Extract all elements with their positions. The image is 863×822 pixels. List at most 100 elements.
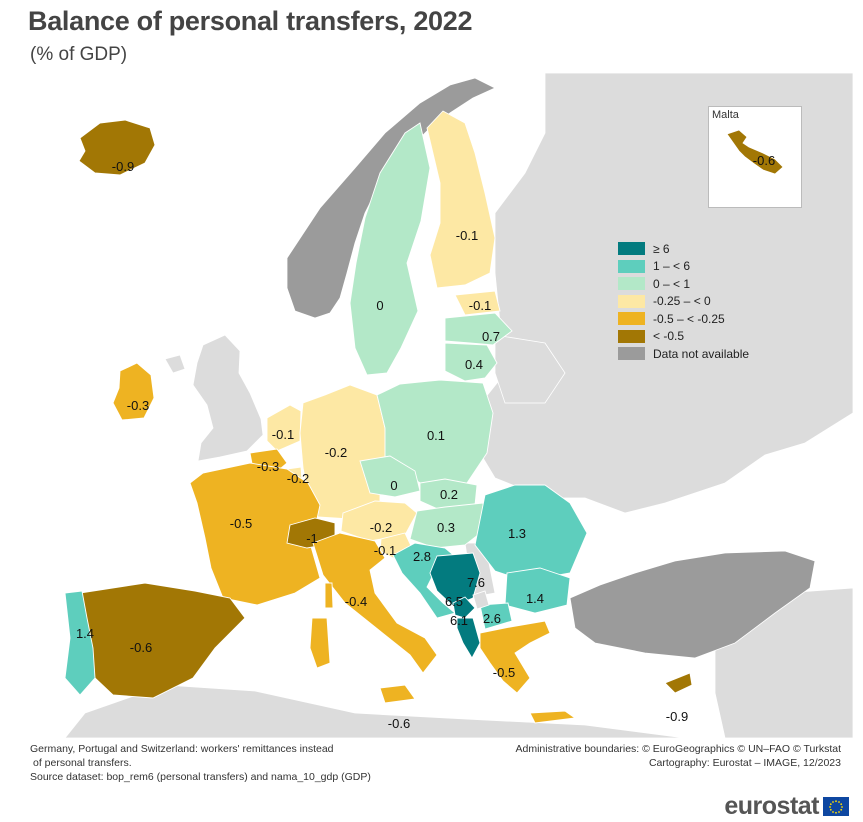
malta-inset-title: Malta: [712, 109, 739, 121]
value-label-ch: -1: [306, 531, 318, 546]
value-label-sk: 0.2: [440, 487, 458, 502]
value-label-is: -0.9: [112, 159, 134, 174]
footnote-line-2: of personal transfers.: [33, 757, 132, 769]
value-label-hr: 2.8: [413, 549, 431, 564]
value-label-me: 6.5: [445, 594, 463, 609]
footnote: Germany, Portugal and Switzerland: worke…: [30, 742, 371, 784]
source-note: Source dataset: bop_rem6 (personal trans…: [30, 771, 371, 783]
value-label-si: -0.1: [374, 543, 396, 558]
value-label-pl: 0.1: [427, 428, 445, 443]
value-label-cy: -0.9: [666, 709, 688, 724]
region-hungary: [409, 502, 488, 549]
eu-flag-icon: [823, 797, 849, 816]
legend-swatch: [618, 242, 645, 256]
region-north-macedonia: [479, 602, 513, 630]
value-label-ee: -0.1: [469, 298, 491, 313]
region-sweden: [349, 122, 431, 376]
credits: Administrative boundaries: © EuroGeograp…: [515, 742, 841, 770]
region-germany: [299, 384, 388, 520]
region-greece: [479, 620, 551, 694]
legend-swatch: [618, 294, 645, 308]
legend-item: 1 – < 6: [618, 258, 749, 276]
value-label-it-south: -0.6: [388, 716, 410, 731]
region-ireland: [112, 362, 155, 421]
value-label-lt: 0.4: [465, 357, 483, 372]
region-cyprus: [664, 672, 693, 694]
region-sardinia: [309, 617, 331, 669]
legend-item: < -0.5: [618, 328, 749, 346]
value-label-ba: 7.6: [467, 575, 485, 590]
value-label-fi: -0.1: [456, 228, 478, 243]
legend-item: ≥ 6: [618, 240, 749, 258]
legend-swatch: [618, 347, 645, 361]
value-label-bg: 1.4: [526, 591, 544, 606]
value-label-be: -0.3: [257, 459, 279, 474]
value-label-mt: -0.6: [753, 153, 775, 168]
region-spain: [79, 582, 246, 699]
region-austria: [340, 500, 418, 542]
region-italy: [312, 532, 438, 674]
legend-label: Data not available: [653, 346, 750, 361]
value-label-lv: 0.7: [482, 329, 500, 344]
value-label-at: -0.2: [370, 520, 392, 535]
value-label-cz: 0: [390, 478, 397, 493]
map-subtitle: (% of GDP): [30, 44, 128, 65]
value-label-nl: -0.1: [272, 427, 294, 442]
legend-item: -0.25 – < 0: [618, 293, 749, 311]
legend-label: < -0.5: [653, 329, 685, 344]
region-lithuania: [444, 342, 498, 382]
region-sicily: [379, 684, 416, 704]
legend-item: Data not available: [618, 345, 749, 363]
region-uk: [192, 334, 264, 462]
region-turkey: [569, 550, 816, 659]
region-iceland: [78, 119, 156, 176]
legend-label: 1 – < 6: [653, 259, 691, 274]
eurostat-logo: eurostat: [724, 792, 849, 821]
legend-label: 0 – < 1: [653, 276, 691, 291]
region-north-africa: [64, 684, 686, 738]
legend-label: -0.5 – < -0.25: [653, 311, 725, 326]
value-label-ro: 1.3: [508, 526, 526, 541]
value-label-hu: 0.3: [437, 520, 455, 535]
cartography-credit: Cartography: Eurostat – IMAGE, 12/2023: [648, 757, 841, 769]
admin-boundaries-credit: Administrative boundaries: © EuroGeograp…: [515, 743, 841, 755]
legend-item: 0 – < 1: [618, 275, 749, 293]
value-label-al: 6.1: [450, 613, 468, 628]
value-label-pt: 1.4: [76, 626, 94, 641]
value-label-mk: 2.6: [483, 611, 501, 626]
value-label-it: -0.4: [345, 594, 367, 609]
malta-inset-map: -0.6: [726, 129, 784, 175]
value-label-ie: -0.3: [127, 398, 149, 413]
region-finland: [426, 110, 496, 289]
region-france: [189, 462, 321, 606]
legend-swatch: [618, 312, 645, 326]
map-area: -0.9 0 -0.1 -0.1 0.7 0.4 -0.3 -0.1 -0.3 …: [25, 73, 853, 738]
legend: ≥ 6 1 – < 6 0 – < 1 -0.25 – < 0 -0.5 – <…: [618, 240, 749, 363]
value-label-lu: -0.2: [287, 471, 309, 486]
region-northern-ireland: [164, 354, 186, 374]
legend-label: ≥ 6: [653, 241, 670, 256]
legend-item: -0.5 – < -0.25: [618, 310, 749, 328]
legend-swatch: [618, 259, 645, 273]
map-title: Balance of personal transfers, 2022: [28, 6, 473, 36]
value-label-es: -0.6: [130, 640, 152, 655]
value-label-fr: -0.5: [230, 516, 252, 531]
region-crete: [529, 710, 577, 724]
legend-label: -0.25 – < 0: [653, 294, 711, 309]
region-latvia: [444, 312, 513, 346]
value-label-se: 0: [376, 298, 383, 313]
region-portugal: [64, 590, 96, 696]
region-estonia: [454, 290, 501, 316]
malta-inset: Malta -0.6: [708, 106, 802, 208]
region-netherlands: [266, 404, 302, 452]
region-romania: [474, 484, 588, 582]
region-belarus: [494, 334, 566, 404]
value-label-de: -0.2: [325, 445, 347, 460]
region-corsica: [324, 582, 334, 609]
legend-swatch: [618, 277, 645, 291]
footnote-line-1: Germany, Portugal and Switzerland: worke…: [30, 743, 334, 755]
legend-swatch: [618, 329, 645, 343]
region-malta: [726, 129, 784, 175]
value-label-el: -0.5: [493, 665, 515, 680]
region-albania: [456, 617, 481, 659]
